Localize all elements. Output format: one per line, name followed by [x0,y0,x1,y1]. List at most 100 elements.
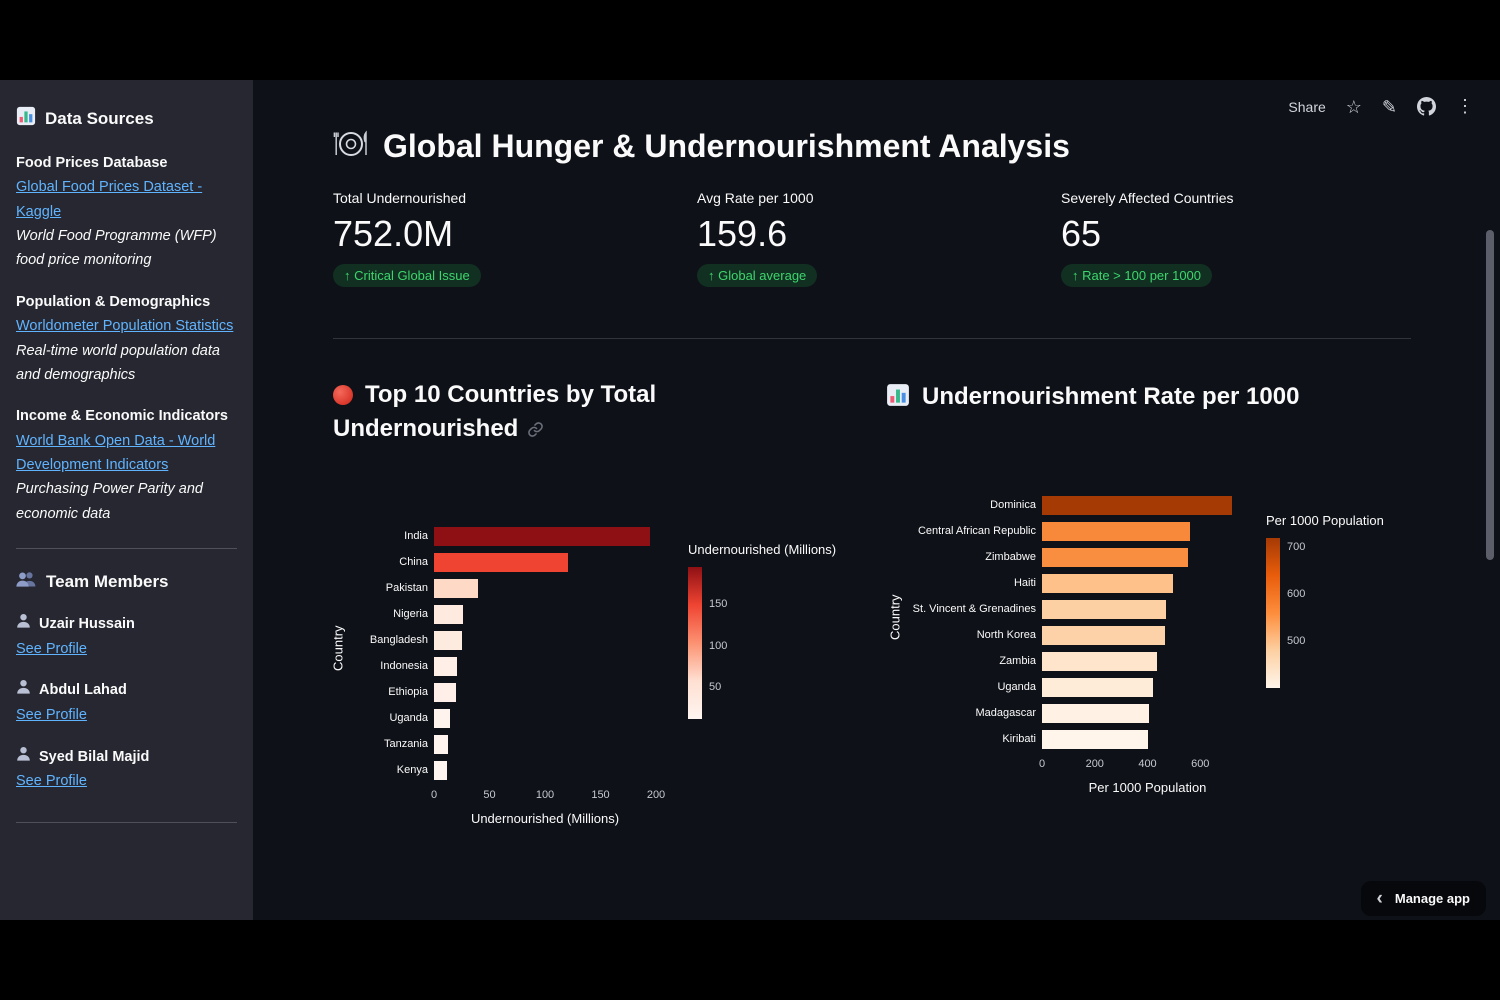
bar[interactable] [1042,651,1157,671]
bar-rows: India China Pakistan Nigeria Bangladesh Indon… [340,523,912,783]
sidebar-divider [16,548,237,550]
bar[interactable] [434,604,463,624]
bar[interactable] [434,552,568,572]
bar-row: Uganda [340,705,912,731]
colorbar-body: 700 600 500 [1266,538,1328,688]
github-icon[interactable] [1417,97,1436,116]
data-sources-title: Data Sources [45,108,154,128]
bar[interactable] [434,682,456,702]
bar[interactable] [1042,599,1166,619]
bar[interactable] [1042,625,1165,645]
bar[interactable] [434,526,650,546]
source-heading: Population & Demographics [16,293,211,310]
chart-title-top10: Top 10 Countries by Total Undernourished [333,378,728,448]
category-label: India [404,530,428,542]
y-axis-label: Country [330,625,346,671]
metric-avg-rate: Avg Rate per 1000 159.6 ↑ Global average [697,190,1061,287]
category-label: Central African Republic [917,525,1036,537]
source-heading: Food Prices Database [16,155,168,171]
category-label: China [399,556,428,568]
category-label: St. Vincent & Grenadines [912,603,1036,615]
colorbar-gradient [1266,538,1280,688]
bar-row: Zimbabwe [910,544,1493,570]
bar[interactable] [1042,495,1232,515]
page-title: Global Hunger & Undernourishment Analysi… [383,128,1070,164]
colorbar-body: 150 100 50 [688,567,750,719]
sidebar: Data Sources Food Prices Database Global… [0,80,253,920]
x-tick: 400 [1138,758,1157,770]
chart-title-text: Undernourishment Rate per 1000 [922,383,1300,410]
category-label: Zambia [999,655,1036,667]
source-section-income: Income & Economic Indicators World Bank … [16,404,237,526]
bar[interactable] [1042,703,1149,723]
source-description: World Food Programme (WFP) food price mo… [16,228,217,269]
team-member: Syed Bilal Majid See Profile [16,745,237,794]
star-icon[interactable]: ☆ [1345,96,1362,117]
person-icon [16,612,31,637]
metric-delta-badge: ↑ Rate > 100 per 1000 [1061,263,1213,287]
see-profile-link[interactable]: See Profile [16,640,87,657]
metric-severely-affected: Severely Affected Countries 65 ↑ Rate > … [1061,190,1425,287]
source-description: Purchasing Power Parity and economic dat… [16,481,203,522]
colorbar-title: Per 1000 Population [1266,513,1384,528]
source-section-population: Population & Demographics Worldometer Po… [16,290,237,387]
metric-value: 159.6 [697,213,788,254]
x-tick: 200 [1085,758,1104,770]
bar[interactable] [434,760,447,780]
see-profile-link[interactable]: See Profile [16,706,87,723]
bar-row: Central African Republic [910,518,1493,544]
section-divider [333,338,1411,339]
bar-row: Ethiopia [340,679,912,705]
source-link[interactable]: Global Food Prices Dataset - Kaggle [16,179,203,220]
bar[interactable] [434,656,457,676]
chart-title-rate: Undernourishment Rate per 1000 [886,380,1299,417]
bar-row: St. Vincent & Grenadines [910,596,1493,622]
bar[interactable] [434,630,462,650]
bar-chart-icon [886,383,910,417]
category-label: Kenya [396,764,428,776]
bar[interactable] [434,734,448,754]
category-label: Uganda [997,681,1036,693]
x-tick: 200 [646,789,666,801]
bar-row: Zambia [910,648,1493,674]
link-icon[interactable] [527,414,544,448]
colorbar: Undernourished (Millions) 150 100 50 [688,542,836,719]
bar[interactable] [1042,521,1190,541]
bar[interactable] [1042,729,1148,749]
source-description: Real-time world population data and demo… [16,342,220,383]
app-toolbar: Share ☆ ✎ ⋮ [1288,96,1474,117]
share-button[interactable]: Share [1288,98,1326,115]
bar-row: Pakistan [340,575,912,601]
colorbar-tick: 500 [1287,635,1306,648]
pencil-icon[interactable]: ✎ [1381,96,1397,117]
manage-app-button[interactable]: ‹ Manage app [1360,881,1486,916]
category-label: Zimbabwe [985,551,1036,563]
bar[interactable] [1042,573,1173,593]
category-label: Madagascar [975,707,1036,719]
chevron-left-icon[interactable]: ‹ [1376,888,1383,909]
bar-row: North Korea [910,622,1493,648]
x-axis: Per 1000 Population 0 200 400 600 [910,758,1493,804]
manage-app-label: Manage app [1394,891,1470,906]
bar[interactable] [1042,547,1188,567]
bar[interactable] [434,708,450,728]
member-name: Uzair Hussain [39,616,135,633]
colorbar-tick: 50 [709,681,722,694]
kebab-menu-icon[interactable]: ⋮ [1456,96,1474,116]
bar[interactable] [1042,677,1153,697]
plate-cutlery-icon [333,126,369,167]
bar[interactable] [434,578,478,598]
bar-row: Nigeria [340,601,912,627]
bar-row: Tanzania [340,731,912,757]
member-name: Abdul Lahad [39,682,127,699]
category-label: Pakistan [385,582,428,594]
category-label: Bangladesh [369,634,428,646]
member-name-row: Syed Bilal Majid [16,745,237,770]
source-link[interactable]: Worldometer Population Statistics [16,318,234,335]
scrollbar[interactable] [1486,230,1494,560]
see-profile-link[interactable]: See Profile [16,773,87,790]
page-header: Global Hunger & Undernourishment Analysi… [333,126,1070,167]
colorbar-gradient [688,567,702,719]
category-label: Nigeria [393,608,428,620]
source-link[interactable]: World Bank Open Data - World Development… [16,432,216,473]
